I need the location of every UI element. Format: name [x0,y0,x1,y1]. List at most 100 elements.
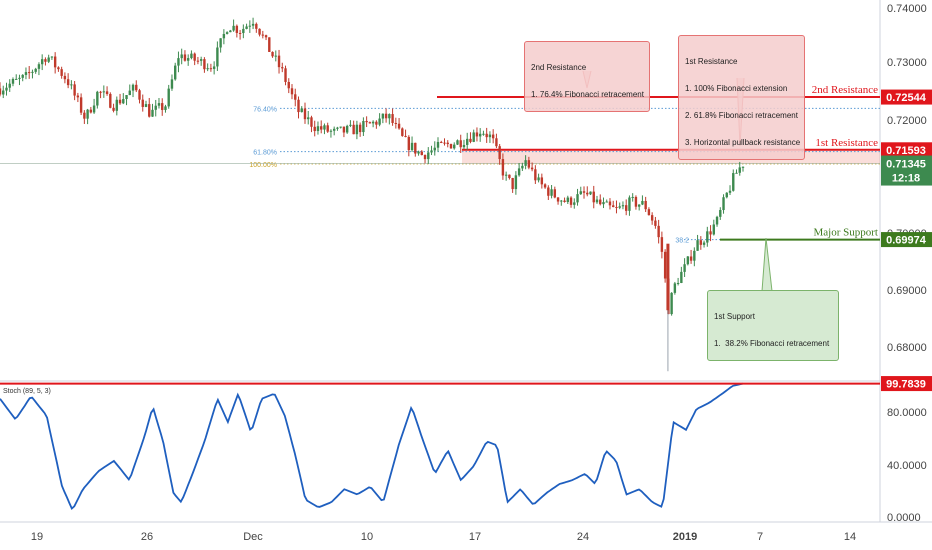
candle-body [706,231,709,243]
stoch-tick-label: 0.0000 [887,512,921,524]
candle-body [264,35,268,38]
candle-body [141,99,144,107]
annotation-1st-support[interactable]: 1st Support 1. 38.2% Fibonacci retraceme… [707,290,839,361]
candle-body [712,224,715,235]
candle-body [436,141,440,148]
candle-body [281,67,284,69]
candle-body [157,103,161,106]
candle-body [164,106,167,110]
candle-body [131,84,135,91]
candle-body [11,78,15,84]
candle-body [60,69,63,76]
candle-body [219,38,222,48]
candle-body [556,197,560,202]
candle-body [216,47,219,67]
candle-body [261,34,265,36]
candle-body [209,68,213,70]
time-tick-label: 2019 [673,531,697,543]
price-tick-label: 0.69000 [887,285,927,297]
time-tick-label: 10 [361,531,373,543]
candle-body [8,83,11,88]
candle-body [599,199,602,205]
candle-body [358,124,362,133]
level-lines-layer: 76.40% 61.80% 100.00% 38.2 2nd Resistance 1st… [0,84,880,245]
candle-body [53,56,57,68]
candle-body [102,91,106,93]
candle-body [488,134,492,138]
candle-body [482,133,485,135]
candle-body [196,60,200,62]
candle-body [307,117,310,120]
candle-body [371,121,375,124]
candle-body [407,136,411,151]
candle-body [50,56,54,58]
candle-body [174,65,177,80]
candle-body [105,91,109,94]
candle-body [631,196,634,198]
candle-body [297,99,300,113]
candle-body [177,58,180,66]
candle-body [251,23,255,26]
candle-body [702,242,706,245]
stoch-layer [0,382,880,510]
candle-body [375,121,378,125]
annotation-1st-resistance[interactable]: 1st Resistance 1. 100% Fibonacci extensi… [678,35,805,160]
annotation-2nd-resistance[interactable]: 2nd Resistance 1. 76.4% Fibonacci retrac… [524,41,650,112]
candle-body [183,54,187,61]
candle-body [368,122,372,124]
candle-body [715,216,719,225]
candle-body [430,150,433,153]
candle-body [624,205,628,211]
candle-body [329,130,333,132]
candle-body [99,91,102,93]
candle-body [657,225,660,238]
candle-body [440,141,443,143]
candle-body [491,134,495,139]
candle-body [118,99,122,104]
candle-body [401,128,404,136]
candle-body [560,200,563,202]
candle-body [57,67,60,70]
current-price-tag-bg [881,155,932,186]
candle-body [235,25,239,33]
candle-body [271,51,274,57]
candle-body [294,94,297,100]
annotation-line: 1. 38.2% Fibonacci retracement [714,339,830,348]
price-labels-layer: 0.72544 0.71593 0.69974 0.71345 12:18 99.7839 [881,89,932,392]
annotation-line: 3. Horizontal pullback resistance [685,138,801,147]
candle-body [722,197,725,211]
fib-level-label: 61.80% [253,150,277,157]
annotation-title: 2nd Resistance [531,63,587,72]
candle-body [73,84,76,96]
candle-body [349,124,352,126]
annotation-title: 1st Resistance [685,57,738,66]
price-tick-label: 0.72000 [887,115,927,127]
fib-level-label: 38.2 [675,238,689,245]
candle-body [170,79,174,89]
stoch-indicator-label[interactable]: Stoch (89, 5, 3) [3,388,51,395]
candle-body [517,168,521,176]
candle-body [660,237,664,252]
candle-body [248,25,252,27]
candle-body [167,88,170,107]
candle-body [125,95,128,100]
candle-body [31,71,34,73]
candle-body [128,90,131,96]
candle-body [138,90,141,100]
candle-body [352,124,355,135]
candle-body [508,174,511,179]
candle-body [112,107,115,111]
candle-body [332,128,336,131]
candle-body [654,220,657,226]
candle-body [83,112,86,119]
candle-body [40,59,44,65]
candle-body [0,88,2,95]
candle-body [602,202,605,205]
level-price-tag: 0.71593 [886,145,926,157]
candle-body [388,114,391,119]
candle-body [212,66,216,69]
annotation-line: 1. 76.4% Fibonacci retracement [531,90,644,99]
candle-body [427,152,430,160]
candle-body [511,178,514,190]
